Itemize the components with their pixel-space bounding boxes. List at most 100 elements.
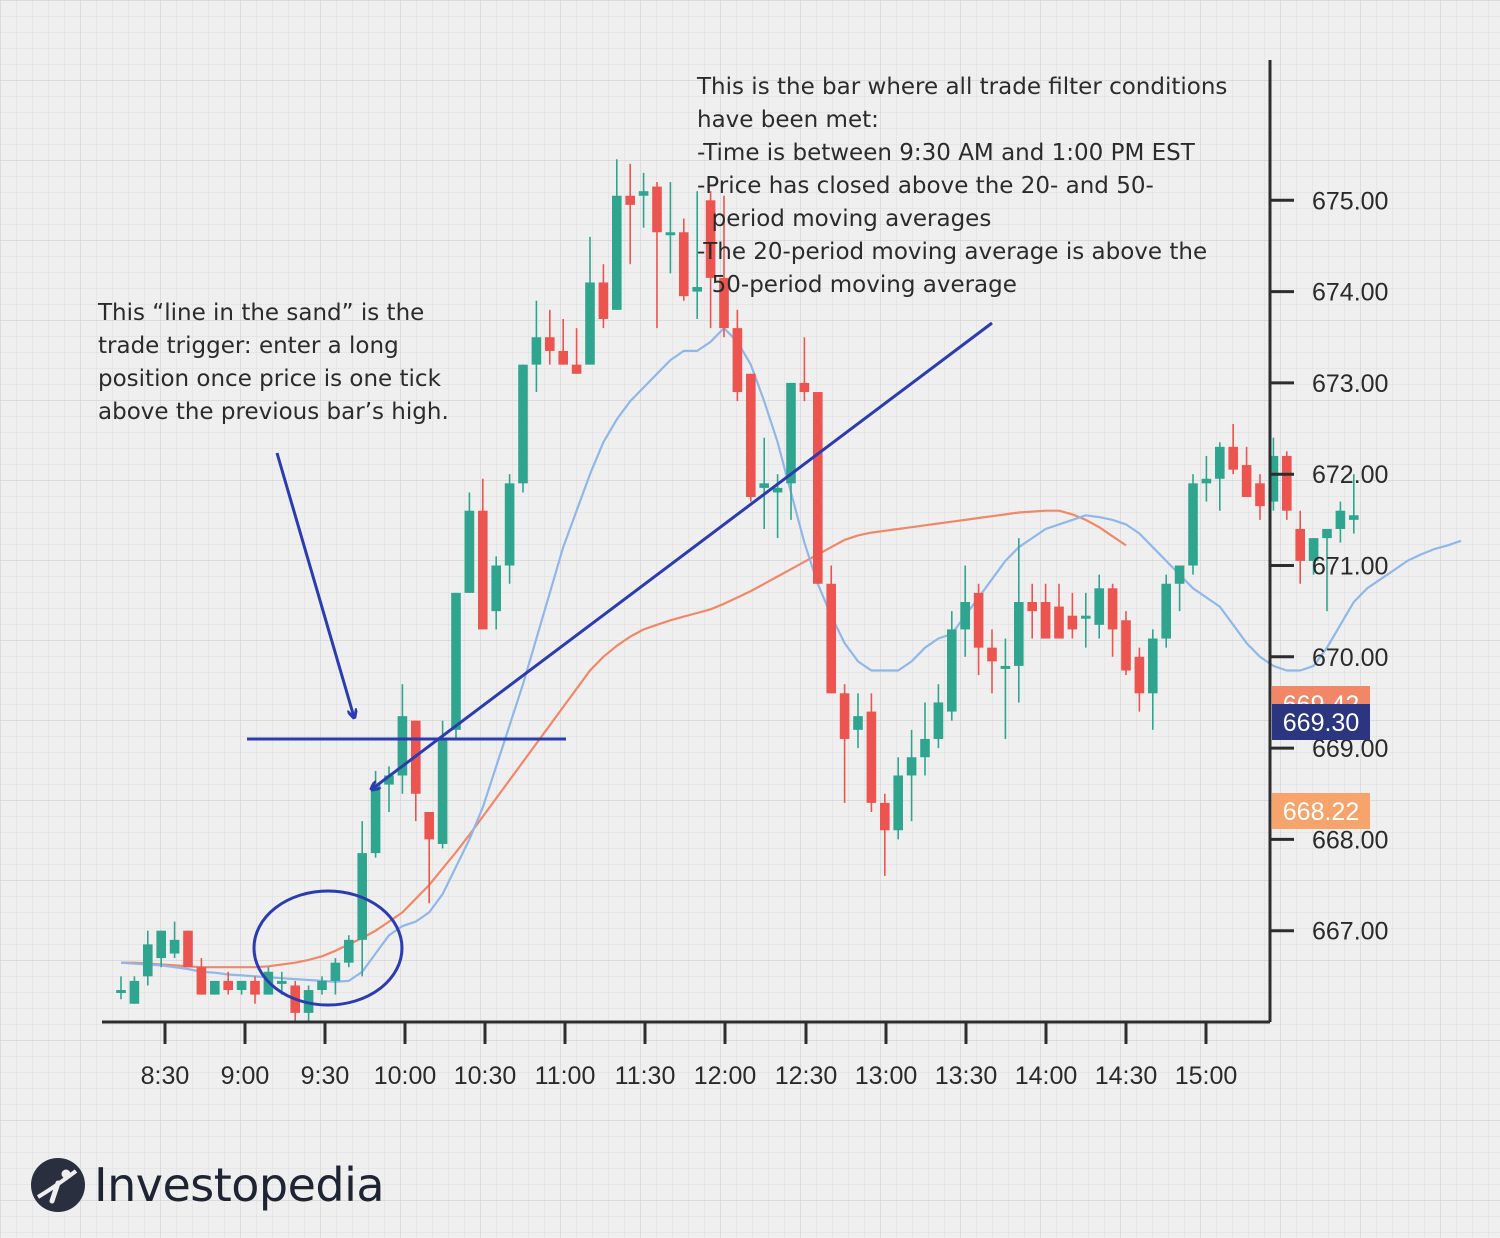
breakout-circle bbox=[252, 889, 404, 1007]
x-tick-label: 12:30 bbox=[775, 1062, 838, 1090]
y-tick-label: 673.00 bbox=[1312, 370, 1388, 398]
candle bbox=[947, 611, 957, 721]
candle-body bbox=[183, 930, 193, 968]
trigger-arrow bbox=[275, 452, 354, 717]
candle-body bbox=[920, 738, 930, 758]
candle bbox=[1014, 538, 1024, 703]
candle-body bbox=[250, 980, 260, 995]
candle-body bbox=[277, 980, 287, 984]
candle-body bbox=[1308, 538, 1319, 561]
x-tick-label: 14:30 bbox=[1095, 1062, 1158, 1090]
ma50-line bbox=[121, 509, 1127, 969]
candle-body bbox=[236, 980, 247, 991]
candle bbox=[116, 976, 126, 1000]
candle-body bbox=[1201, 478, 1212, 484]
x-tick-label: 10:30 bbox=[454, 1062, 517, 1090]
candle bbox=[866, 693, 877, 813]
candle-body bbox=[344, 939, 354, 963]
candle bbox=[1107, 583, 1118, 657]
price-tag: 669.30 bbox=[1272, 704, 1370, 740]
candle-body bbox=[1268, 455, 1279, 502]
candle-body bbox=[719, 277, 729, 329]
candle-body bbox=[558, 350, 568, 365]
candle-body bbox=[1282, 455, 1292, 511]
candle-body bbox=[223, 980, 233, 991]
candle-body bbox=[906, 757, 917, 776]
investopedia-logo: Investopedia bbox=[30, 1155, 385, 1215]
price-tag-box bbox=[1272, 793, 1370, 829]
candle-body bbox=[933, 702, 944, 739]
candle bbox=[1349, 474, 1359, 534]
price-tag-label: 668.22 bbox=[1283, 798, 1359, 826]
candle bbox=[1295, 510, 1305, 584]
candle bbox=[1308, 538, 1319, 575]
candle-body bbox=[1228, 446, 1238, 470]
candle bbox=[196, 958, 207, 995]
y-tick-label: 671.00 bbox=[1312, 553, 1388, 581]
candle bbox=[478, 478, 488, 630]
candle-body bbox=[491, 565, 501, 612]
candle-body bbox=[397, 716, 408, 776]
candle bbox=[893, 757, 903, 840]
candle-body bbox=[196, 967, 207, 995]
x-tick-label: 9:00 bbox=[221, 1062, 270, 1090]
x-tick-label: 11:00 bbox=[535, 1062, 596, 1090]
candle-body bbox=[1094, 588, 1104, 625]
candle-body bbox=[638, 191, 649, 196]
candle-body bbox=[759, 483, 769, 488]
candle bbox=[906, 729, 917, 822]
candle-body bbox=[1322, 528, 1332, 539]
candle bbox=[1081, 592, 1091, 648]
candle-body bbox=[1081, 615, 1091, 619]
candle bbox=[571, 328, 582, 374]
candle bbox=[585, 236, 595, 365]
conditions-note-line: have been met: bbox=[697, 107, 879, 133]
candle-body bbox=[169, 939, 180, 954]
candle bbox=[518, 364, 528, 493]
candle bbox=[1027, 583, 1037, 639]
candle bbox=[317, 976, 327, 995]
candle bbox=[973, 583, 984, 676]
candle bbox=[1255, 474, 1265, 520]
candle bbox=[652, 182, 662, 329]
candle bbox=[598, 264, 609, 329]
candle-body bbox=[1014, 602, 1024, 666]
candle bbox=[786, 382, 796, 520]
candle-body bbox=[799, 382, 810, 393]
candle-body bbox=[330, 962, 341, 981]
candle-body bbox=[1067, 615, 1078, 630]
price-tag-label: 669.30 bbox=[1283, 709, 1359, 737]
candle bbox=[1161, 574, 1171, 648]
conditions-note-line: -The 20-period moving average is above t… bbox=[697, 239, 1207, 265]
candle bbox=[143, 930, 153, 986]
conditions-note-line: 50-period moving average bbox=[697, 272, 1017, 298]
x-tick-label: 9:30 bbox=[301, 1062, 350, 1090]
candle bbox=[1241, 446, 1252, 498]
candle-body bbox=[545, 337, 555, 351]
candle-body bbox=[571, 364, 582, 374]
candle bbox=[1000, 638, 1011, 739]
candle-body bbox=[1027, 602, 1037, 612]
candle-body bbox=[370, 784, 381, 854]
candle-body bbox=[585, 282, 595, 365]
x-tick-label: 13:00 bbox=[855, 1062, 918, 1090]
candle bbox=[705, 191, 716, 329]
x-tick-label: 8:30 bbox=[141, 1062, 190, 1090]
candle-body bbox=[317, 980, 327, 991]
candle-body bbox=[424, 812, 434, 840]
candle-body bbox=[1349, 515, 1359, 520]
candle bbox=[1054, 583, 1064, 639]
candle-body bbox=[772, 487, 783, 493]
candle-body bbox=[531, 337, 542, 365]
candle bbox=[1174, 565, 1185, 612]
candle bbox=[156, 930, 166, 968]
candle-body bbox=[478, 510, 488, 630]
candle bbox=[183, 930, 193, 968]
investopedia-logo-icon bbox=[31, 1158, 85, 1212]
candle-body bbox=[437, 738, 448, 844]
candle bbox=[424, 812, 434, 904]
candle-body bbox=[1215, 446, 1225, 479]
